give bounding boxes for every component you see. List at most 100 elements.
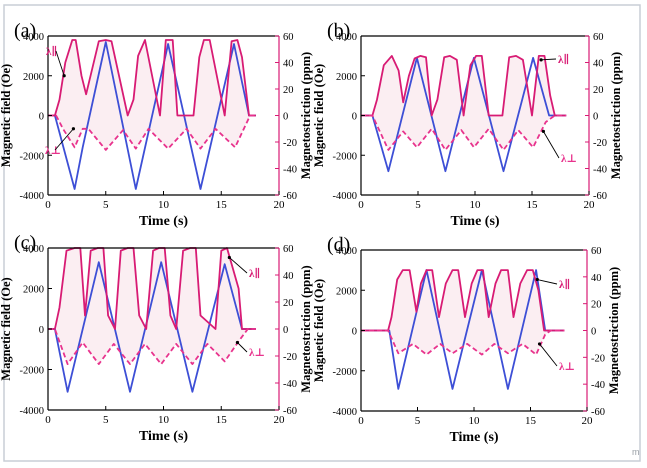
annotation-arrow-line: [229, 257, 248, 274]
lambda-par-label: λ∥: [558, 53, 569, 66]
y-right-tick-label: -20: [593, 138, 607, 149]
y-right-axis-title: Magnetostriction (ppm): [609, 52, 623, 179]
y-right-axis-title: Magnetostriction (ppm): [299, 52, 313, 179]
y-left-axis-title: Magnetic field (Oe): [0, 277, 13, 380]
y-left-tick-label: -2000: [333, 151, 358, 162]
lambda-par-label: λ∥: [559, 278, 570, 291]
x-tick-label: 5: [103, 414, 109, 426]
x-tick-label: 15: [216, 199, 228, 211]
annotation-arrow-head: [235, 340, 240, 345]
y-right-tick-label: 60: [591, 246, 602, 257]
y-left-tick-label: 4000: [336, 246, 357, 257]
watermark: m: [632, 447, 640, 457]
lambda-par-label: λ∥: [46, 45, 57, 58]
annotation-arrow-line: [541, 58, 557, 61]
x-tick-label: 20: [274, 414, 286, 426]
y-left-tick-label: 0: [352, 112, 357, 123]
x-tick-label: 15: [527, 199, 539, 211]
y-left-axis-title: Magnetic field (Oe): [0, 64, 13, 167]
series-lambda-perp-line: [48, 328, 256, 365]
lambda-par-label: λ∥: [249, 267, 260, 280]
x-tick-label: 0: [358, 199, 364, 211]
y-left-tick-label: -4000: [20, 406, 45, 417]
annotation-arrow-head: [535, 277, 539, 282]
y-right-tick-label: -20: [591, 353, 605, 364]
y-right-tick-label: 40: [283, 271, 294, 282]
x-axis-title: Time (s): [450, 214, 499, 229]
y-right-tick-label: 0: [283, 325, 288, 336]
y-left-tick-label: 4000: [336, 32, 357, 43]
series-lambda-par-line: [361, 269, 565, 332]
y-right-tick-label: 40: [283, 59, 294, 70]
y-right-axis-title: Magnetostriction (ppm): [607, 267, 621, 394]
annotation-arrow-line: [54, 128, 74, 151]
x-tick-label: 20: [584, 199, 596, 211]
x-tick-label: 20: [582, 415, 594, 427]
y-right-tick-label: 20: [283, 85, 294, 96]
region-fill: [48, 248, 256, 365]
x-tick-label: 5: [103, 199, 109, 211]
y-left-tick-label: -4000: [333, 407, 358, 418]
y-right-tick-label: -60: [283, 406, 297, 417]
y-right-tick-label: -60: [591, 407, 605, 418]
series-lambda-perp-line: [361, 114, 567, 151]
annotation-arrow-line: [543, 131, 560, 159]
y-left-tick-label: -4000: [333, 191, 358, 202]
y-left-tick-label: 0: [352, 327, 357, 338]
y-right-tick-label: -60: [593, 191, 607, 202]
x-tick-label: 0: [45, 199, 51, 211]
y-right-tick-label: -40: [283, 165, 297, 176]
panel-1: 0 5 10 15 20 -4000 -2000 0 2000 4000 -60 -40 -20 0 20 4…: [0, 20, 313, 229]
x-tick-label: 10: [158, 414, 170, 426]
x-tick-label: 0: [45, 414, 51, 426]
y-right-tick-label: 40: [591, 273, 602, 284]
panels-group: 0 5 10 15 20-4000-2000020004000-60-40-200204…: [0, 20, 623, 445]
y-right-tick-label: 0: [593, 112, 598, 123]
panel-label: (d): [327, 234, 350, 256]
x-axis-title: Time (s): [449, 430, 498, 445]
annotation-arrow-line: [537, 279, 558, 285]
lambda-perp-label: λ⊥: [561, 153, 577, 165]
series-lambda-par-line: [361, 55, 567, 117]
x-axis-title: Time (s): [139, 214, 188, 229]
panel-label: (a): [14, 20, 36, 42]
annotation-arrow-line: [55, 50, 65, 76]
y-right-tick-label: -20: [283, 138, 297, 149]
y-right-tick-label: -40: [593, 165, 607, 176]
x-tick-label: 15: [525, 415, 537, 427]
annotation-arrow-head: [227, 255, 231, 260]
y-left-axis-title: Magnetic field (Oe): [312, 279, 326, 382]
series-lambda-par-line: [48, 39, 256, 117]
annotation-arrow-head: [537, 342, 542, 346]
annotation-arrow-head: [541, 129, 546, 133]
x-tick-label: 5: [415, 415, 421, 427]
panel-label: (c): [14, 232, 36, 254]
y-right-tick-label: 60: [593, 32, 604, 43]
y-left-tick-label: 0: [39, 325, 44, 336]
lambda-perp-label: λ⊥: [45, 145, 61, 157]
x-tick-label: 10: [470, 199, 482, 211]
y-right-tick-label: 0: [591, 327, 596, 338]
y-left-tick-label: 0: [39, 112, 44, 123]
y-left-tick-label: 4000: [23, 244, 44, 255]
panel-2: 0 5 10 15 20 -4000 -2000 0 2000 4000 -60 -40 -20 0 20 4…: [312, 20, 623, 229]
y-left-tick-label: -2000: [20, 151, 45, 162]
annotation-arrow-head: [62, 74, 66, 78]
y-left-tick-label: -4000: [20, 191, 45, 202]
series-magnetic-field-line: [48, 41, 256, 190]
annotation-arrow-head: [71, 127, 76, 131]
y-right-tick-label: 40: [593, 59, 604, 70]
series-lambda-perp-line: [48, 114, 256, 151]
x-tick-label: 10: [469, 415, 481, 427]
y-left-tick-label: 2000: [336, 286, 357, 297]
series-lambda-par-line: [48, 247, 256, 330]
annotation-arrow-line: [237, 342, 248, 353]
y-right-axis-title: Magnetostriction (ppm): [299, 265, 313, 392]
x-tick-label: 5: [415, 199, 421, 211]
y-right-tick-label: 60: [283, 244, 294, 255]
y-left-tick-label: 2000: [23, 285, 44, 296]
x-axis-title: Time (s): [139, 429, 188, 444]
y-right-tick-label: 20: [593, 85, 604, 96]
